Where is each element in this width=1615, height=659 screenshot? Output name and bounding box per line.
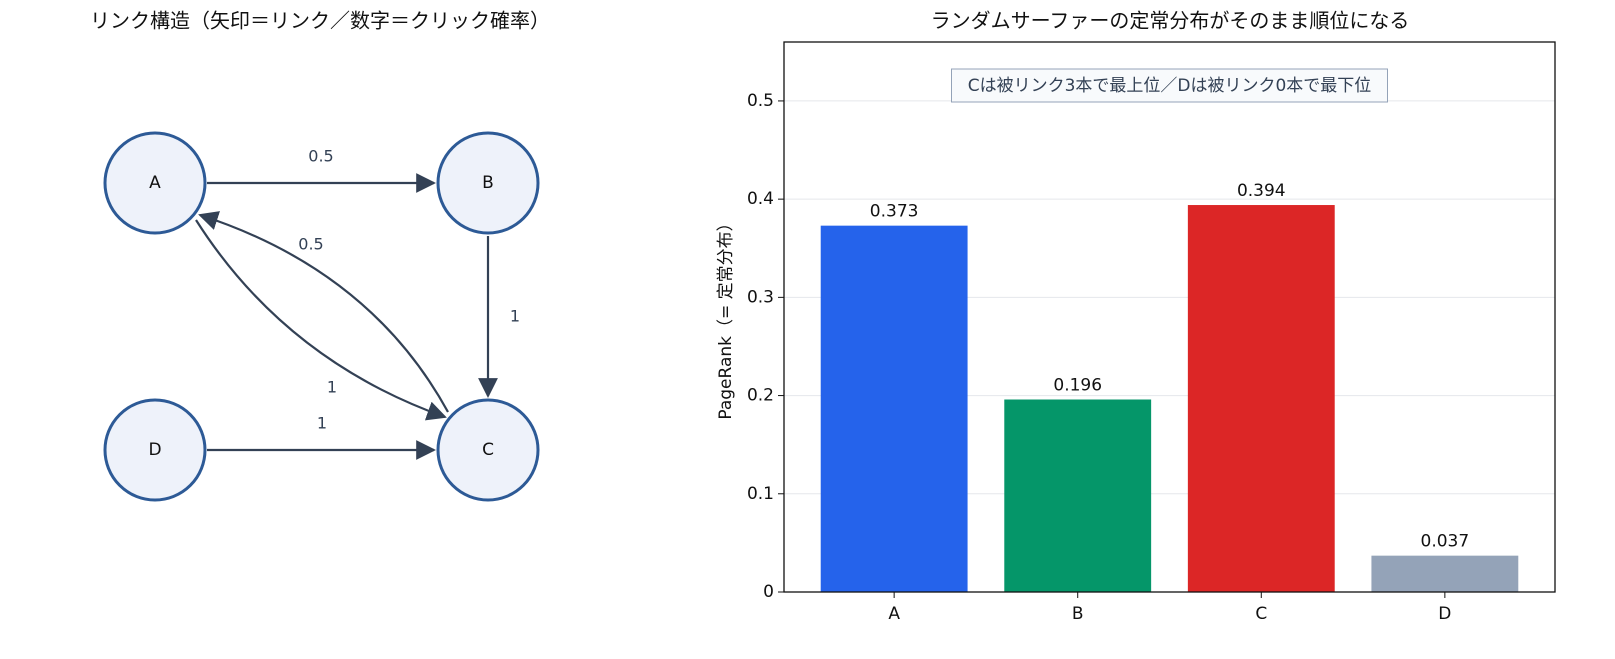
- diagram-title: リンク構造（矢印＝リンク／数字＝クリック確率）: [90, 9, 550, 33]
- node: [103, 398, 207, 502]
- y-tick-label: 0.3: [747, 287, 774, 307]
- y-tick-label: 0.1: [747, 484, 774, 504]
- bar: [1004, 399, 1152, 592]
- x-tick-label: B: [1072, 604, 1084, 624]
- edge-weight: 1: [327, 378, 337, 397]
- value-label: 0.037: [1421, 532, 1470, 552]
- chart-title: ランダムサーファーの定常分布がそのまま順位になる: [931, 9, 1410, 33]
- y-axis-label: PageRank（= 定常分布）: [716, 214, 736, 419]
- x-tick-label: D: [1438, 604, 1451, 624]
- bar: [1371, 555, 1519, 592]
- edge-weight: 1: [317, 414, 327, 433]
- bar: [820, 225, 968, 593]
- y-tick-label: 0: [763, 582, 774, 602]
- node: [103, 131, 207, 235]
- edge-arrow: [195, 219, 447, 421]
- annotation: Cは被リンク3本で最上位／Dは被リンク0本で最下位: [968, 76, 1372, 96]
- annotation-box: [951, 68, 1388, 103]
- edge-weight: 0.5: [298, 235, 323, 254]
- edge-arrow: [198, 211, 449, 413]
- node-label: B: [482, 173, 494, 193]
- y-tick-label: 0.2: [747, 386, 774, 406]
- x-tick-label: C: [1255, 604, 1267, 624]
- value-label: 0.373: [870, 202, 919, 222]
- edge-weight: 0.5: [308, 147, 333, 166]
- axes-frame: [783, 41, 1556, 593]
- edge-weight: 1: [510, 307, 520, 326]
- node-label: D: [148, 440, 161, 460]
- y-tick-label: 0.5: [747, 91, 774, 111]
- node-label: C: [482, 440, 494, 460]
- node: [436, 398, 540, 502]
- x-tick-label: A: [888, 604, 900, 624]
- node-label: A: [149, 173, 161, 193]
- value-label: 0.196: [1053, 376, 1102, 396]
- node: [436, 131, 540, 235]
- bar: [1187, 205, 1335, 593]
- value-label: 0.394: [1237, 181, 1286, 201]
- y-tick-label: 0.4: [747, 189, 774, 209]
